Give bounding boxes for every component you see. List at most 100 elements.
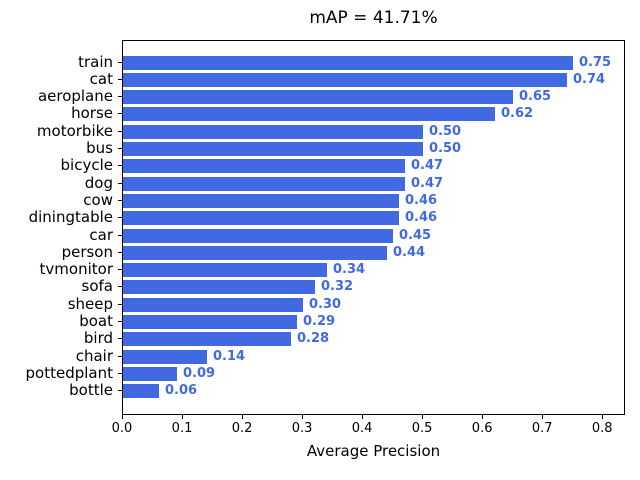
bar-pottedplant — [123, 366, 177, 381]
x-tick-mark — [482, 415, 484, 419]
bar-value-label: 0.62 — [501, 106, 534, 122]
y-tick-label: person — [61, 242, 113, 261]
bar-dog — [123, 176, 405, 191]
y-tick-label: cat — [89, 69, 113, 88]
y-tick-label: bus — [86, 139, 113, 157]
bar-value-label: 0.34 — [333, 262, 366, 278]
x-tick-mark — [362, 415, 364, 419]
bar-value-label: 0.75 — [579, 54, 612, 70]
y-tick-label: bottle — [69, 381, 113, 400]
bar-value-label: 0.09 — [183, 365, 216, 381]
x-tick-label: 0.3 — [291, 421, 313, 436]
bar-value-label: 0.29 — [303, 314, 336, 329]
bar-value-label: 0.47 — [411, 158, 444, 174]
y-tick-label: motorbike — [36, 121, 113, 140]
y-tick-mark — [118, 130, 122, 132]
bar-person — [123, 245, 387, 260]
y-tick-mark — [118, 390, 122, 392]
y-tick-mark — [118, 251, 122, 253]
bar-train — [123, 55, 573, 70]
y-tick-mark — [118, 269, 122, 271]
bar-motorbike — [123, 124, 423, 139]
x-tick-label: 0.1 — [171, 421, 193, 436]
x-tick-mark — [182, 415, 184, 419]
bar-sofa — [123, 280, 315, 295]
y-tick-label: cow — [83, 190, 113, 209]
x-tick-label: 0.7 — [531, 421, 553, 436]
x-tick-mark — [542, 415, 544, 419]
y-tick-mark — [118, 182, 122, 184]
plot-area: 0.75 0.74 0.65 0.62 0.50 0.50 0.47 0.47 0.46 0.46… — [122, 40, 625, 415]
bar-value-label: 0.32 — [321, 279, 354, 295]
bar-value-label: 0.44 — [393, 244, 426, 260]
y-tick-mark — [118, 355, 122, 357]
bar-value-label: 0.50 — [429, 141, 462, 156]
x-tick-label: 0.6 — [471, 421, 493, 436]
y-tick-mark — [118, 61, 122, 63]
y-tick-mark — [118, 372, 122, 374]
x-tick-mark — [122, 415, 123, 419]
bar-boat — [123, 315, 297, 329]
chart-title: mAP = 41.71% — [309, 8, 438, 28]
y-tick-label: dog — [84, 173, 113, 192]
bar-cat — [123, 72, 567, 87]
bar-bird — [123, 332, 291, 347]
x-axis-title: Average Precision — [306, 442, 441, 460]
bar-sheep — [123, 297, 303, 312]
y-tick-label: chair — [75, 346, 113, 365]
bar-car — [123, 228, 393, 243]
x-tick-label: 0.0 — [111, 421, 133, 436]
bar-value-label: 0.50 — [429, 123, 462, 139]
bar-value-label: 0.65 — [519, 89, 552, 105]
x-tick-mark — [422, 415, 424, 419]
y-tick-label: sofa — [81, 277, 113, 296]
y-tick-mark — [118, 78, 122, 80]
y-tick-label: tvmonitor — [39, 260, 113, 279]
y-tick-mark — [118, 338, 122, 340]
y-tick-mark — [118, 148, 122, 149]
bar-bus — [123, 142, 423, 156]
bar-diningtable — [123, 211, 399, 226]
bar-value-label: 0.06 — [165, 383, 198, 399]
bar-bicycle — [123, 159, 405, 174]
bar-aeroplane — [123, 90, 513, 105]
bar-bottle — [123, 384, 159, 399]
y-tick-mark — [118, 286, 122, 288]
x-tick-mark — [242, 415, 244, 419]
y-tick-label: pottedplant — [25, 363, 113, 382]
bar-horse — [123, 107, 495, 122]
y-tick-label: aeroplane — [37, 87, 113, 106]
bar-cow — [123, 193, 399, 208]
y-tick-label: diningtable — [28, 208, 113, 227]
y-tick-mark — [118, 217, 122, 219]
x-tick-label: 0.2 — [231, 421, 253, 436]
y-tick-label: boat — [79, 312, 113, 330]
y-tick-mark — [118, 165, 122, 167]
x-tick-label: 0.5 — [411, 421, 433, 436]
bar-value-label: 0.28 — [297, 331, 330, 347]
bar-value-label: 0.46 — [405, 192, 438, 208]
bar-value-label: 0.45 — [399, 227, 432, 243]
bar-value-label: 0.74 — [573, 71, 606, 87]
x-tick-mark — [602, 415, 604, 419]
bar-value-label: 0.14 — [213, 348, 246, 364]
x-tick-mark — [302, 415, 304, 419]
x-tick-label: 0.4 — [351, 421, 373, 436]
y-tick-mark — [118, 113, 122, 115]
y-tick-mark — [118, 199, 122, 201]
y-tick-mark — [118, 321, 122, 322]
y-tick-mark — [118, 303, 122, 305]
y-tick-label: train — [78, 52, 113, 71]
y-tick-label: bicycle — [60, 156, 113, 175]
y-tick-label: sheep — [67, 294, 113, 313]
bar-tvmonitor — [123, 263, 327, 278]
y-tick-label: horse — [71, 104, 113, 123]
bar-value-label: 0.47 — [411, 175, 444, 191]
bar-chair — [123, 349, 207, 364]
x-tick-label: 0.8 — [591, 421, 613, 436]
y-tick-label: bird — [83, 329, 113, 348]
bar-value-label: 0.30 — [309, 296, 342, 312]
y-tick-mark — [118, 96, 122, 98]
bar-value-label: 0.46 — [405, 210, 438, 226]
